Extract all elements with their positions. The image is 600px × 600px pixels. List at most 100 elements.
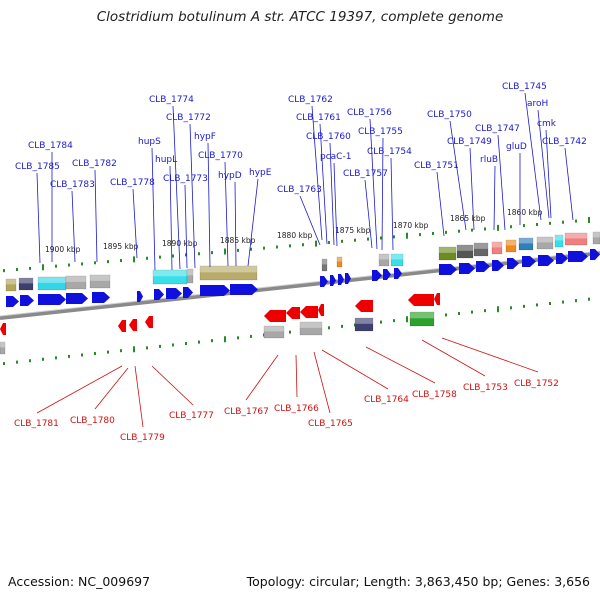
reverse-gene-arrow [355, 300, 373, 312]
minor-tick [120, 349, 122, 353]
feature-block [199, 265, 258, 281]
forward-gene-label: CLB_1751 [414, 161, 459, 171]
forward-gene-label: CLB_1778 [110, 178, 155, 188]
reverse-leader-line [245, 354, 279, 401]
feature-block [299, 321, 323, 336]
reverse-leader-line [295, 354, 298, 398]
forward-leader-line [537, 109, 550, 219]
forward-gene-label: CLB_1745 [502, 82, 547, 92]
feature-block-shine [379, 254, 389, 260]
reverse-gene-label: CLB_1777 [169, 411, 214, 421]
scale-label: 1860 kbp [507, 208, 543, 217]
forward-leader-line [172, 105, 181, 270]
forward-gene-label: CLB_1757 [343, 169, 388, 179]
reverse-gene-arrow [434, 293, 440, 305]
feature-block-shine [0, 342, 5, 348]
minor-tick [523, 224, 525, 228]
forward-gene-label: aroH [527, 99, 548, 109]
minor-tick [107, 260, 109, 264]
forward-leader-line [469, 147, 475, 231]
minor-tick [445, 313, 447, 317]
minor-tick [289, 244, 291, 248]
forward-leader-line [189, 123, 196, 269]
minor-tick [68, 354, 70, 358]
forward-gene-label: CLB_1760 [306, 132, 351, 142]
minor-tick [562, 220, 564, 224]
minor-tick [81, 353, 83, 357]
feature-block-shine [506, 240, 516, 246]
minor-tick [16, 360, 18, 364]
minor-tick [419, 233, 421, 237]
minor-tick [484, 227, 486, 231]
feature-block [321, 258, 328, 272]
minor-tick [211, 339, 213, 343]
forward-gene-label: CLB_1773 [163, 174, 208, 184]
minor-tick [16, 268, 18, 272]
minor-tick [3, 269, 5, 273]
minor-tick [29, 359, 31, 363]
feature-block [390, 253, 404, 267]
reverse-gene-label: CLB_1758 [412, 390, 457, 400]
forward-gene-arrow [345, 273, 351, 284]
minor-tick [328, 326, 330, 330]
feature-block [473, 242, 489, 257]
forward-gene-label: CLB_1783 [50, 180, 95, 190]
scale-label: 1870 kbp [393, 221, 429, 230]
upper-tick-ring [3, 216, 590, 273]
minor-tick [237, 336, 239, 340]
forward-gene-arrow [507, 258, 519, 269]
forward-gene-label: CLB_1749 [447, 137, 492, 147]
feature-block [518, 237, 534, 251]
feature-block-shine [439, 247, 456, 253]
forward-leader-line [71, 190, 76, 263]
forward-gene-arrow [230, 284, 258, 295]
feature-block [536, 236, 554, 250]
forward-gene-arrow [568, 251, 588, 262]
minor-tick [198, 252, 200, 256]
accession-text: Accession: NC_009697 [8, 574, 151, 589]
feature-block-shine [457, 245, 473, 251]
genome-summary-text: Topology: circular; Length: 3,863,450 bp… [246, 574, 590, 589]
forward-gene-arrow [92, 292, 110, 303]
forward-gene-arrow [394, 268, 402, 279]
minor-tick [432, 231, 434, 235]
minor-tick [159, 344, 161, 348]
forward-gene-label: CLB_1755 [358, 127, 403, 137]
forward-leader-line [390, 157, 394, 251]
minor-tick [276, 245, 278, 249]
reverse-gene-label: CLB_1767 [224, 407, 269, 417]
forward-gene-label: hypF [194, 132, 216, 142]
forward-leader-line [545, 129, 552, 219]
feature-block-shine [264, 326, 284, 332]
forward-gene-label: CLB_1756 [347, 108, 392, 118]
reverse-leader-line [36, 365, 123, 414]
minor-tick [185, 342, 187, 346]
minor-tick [549, 221, 551, 225]
minor-tick [185, 253, 187, 257]
minor-tick [42, 357, 44, 361]
feature-block-shine [492, 242, 502, 248]
reverse-gene-labels: CLB_1781 CLB_1780 CLB_1779 CLB_1777 CLB_1767… [14, 337, 559, 443]
minor-tick [120, 259, 122, 263]
feature-block-shine [410, 312, 434, 319]
minor-tick [367, 237, 369, 241]
major-tick [315, 240, 317, 247]
forward-gene-arrow [439, 264, 457, 275]
reverse-gene-arrow [129, 319, 137, 331]
forward-gene-arrow [372, 270, 382, 281]
minor-tick [380, 236, 382, 240]
forward-leader-line [169, 165, 173, 271]
reverse-leader-line [313, 351, 331, 414]
minor-tick [302, 243, 304, 247]
minor-tick [575, 219, 577, 223]
forward-leader-line [234, 181, 237, 267]
major-tick [133, 256, 135, 263]
minor-tick [55, 264, 57, 268]
reverse-gene-arrow [0, 323, 6, 335]
feature-block-shine [519, 238, 533, 244]
reverse-leader-line [441, 337, 539, 373]
feature-block-shine [593, 232, 600, 238]
forward-leader-line [247, 178, 259, 267]
forward-gene-arrow [20, 295, 34, 306]
minor-tick [237, 248, 239, 252]
